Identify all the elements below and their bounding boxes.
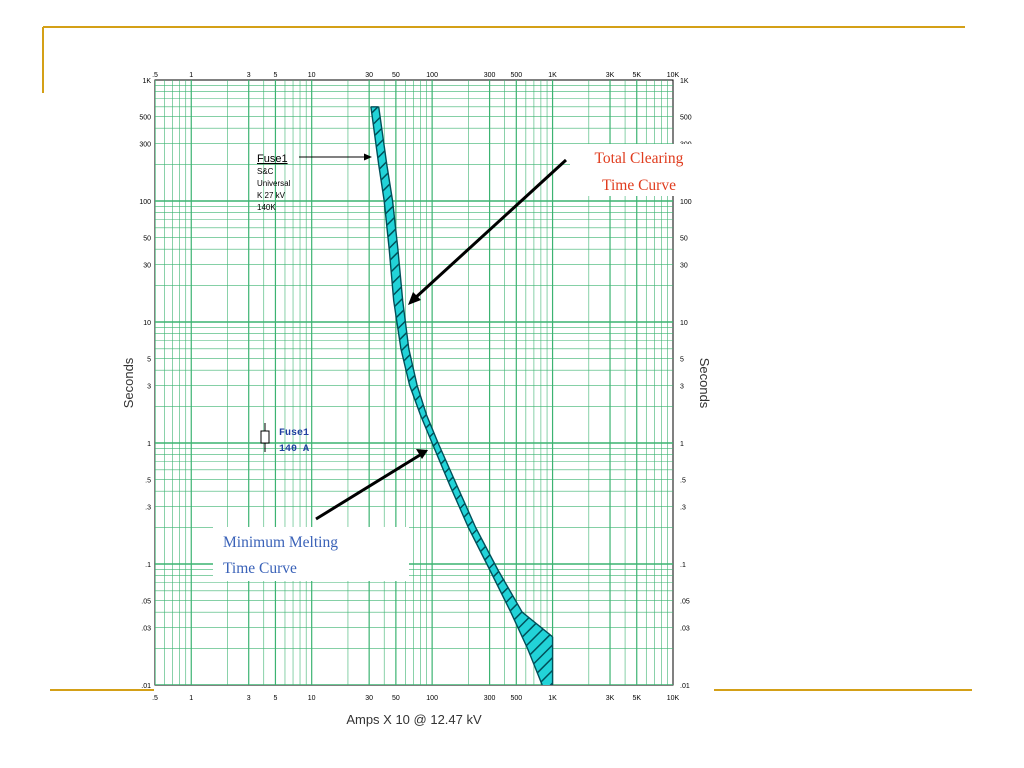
x-tick-label-bottom: 500 [510, 695, 522, 702]
x-tick-label-top: 5 [273, 72, 277, 79]
callout-min-bg [213, 527, 409, 581]
fuse-tag-line: 140K [257, 203, 276, 212]
fuse-tag: Fuse1 S&C Universal K 27 kV 140K [257, 153, 372, 212]
fuse-tag-line: Universal [257, 179, 291, 188]
x-tick-label-bottom: 30 [365, 695, 373, 702]
fuse-legend: Fuse1 140 A [260, 423, 309, 455]
x-tick-label-top: 1 [189, 72, 193, 79]
y-tick-label-right: .1 [680, 562, 686, 569]
callout-total-line1: Total Clearing [595, 150, 684, 167]
fuse-tag-line: K 27 kV [257, 191, 286, 200]
x-tick-label-bottom: 300 [484, 695, 496, 702]
y-tick-label-left: .3 [145, 504, 151, 511]
x-tick-label-top: 500 [510, 72, 522, 79]
y-tick-label-right: 500 [680, 114, 692, 121]
callout-total-bg [570, 144, 708, 196]
y-tick-label-left: 5 [147, 356, 151, 363]
y-axis-title-right: Seconds [697, 358, 712, 409]
y-tick-label-left: 3 [147, 383, 151, 390]
y-tick-label-right: .03 [680, 625, 690, 632]
fuse-legend-name: Fuse1 [279, 428, 309, 439]
y-tick-label-left: 10 [143, 320, 151, 327]
slide-decoration [42, 26, 972, 691]
x-tick-label-bottom: 1 [189, 695, 193, 702]
fuse-symbol-icon [260, 423, 270, 452]
fuse-tag-arrowhead [364, 153, 372, 161]
callout-total-line2: Time Curve [602, 177, 676, 194]
callout-total-arrowhead [408, 292, 421, 305]
fuse-tag-name: Fuse1 [257, 153, 288, 165]
x-tick-label-top: 50 [392, 72, 400, 79]
x-tick-label-bottom: .5 [152, 695, 158, 702]
x-tick-label-top: .5 [152, 72, 158, 79]
callout-min-line2: Time Curve [223, 560, 297, 577]
x-tick-label-bottom: 5 [273, 695, 277, 702]
x-tick-label-bottom: 3K [606, 695, 615, 702]
y-tick-label-right: 5 [680, 356, 684, 363]
x-tick-label-top: 3 [247, 72, 251, 79]
y-tick-label-left: 100 [139, 199, 151, 206]
x-tick-label-bottom: 50 [392, 695, 400, 702]
y-tick-label-right: .3 [680, 504, 686, 511]
x-tick-label-bottom: 100 [426, 695, 438, 702]
y-tick-label-left: 30 [143, 262, 151, 269]
x-tick-label-bottom: 10K [667, 695, 680, 702]
y-tick-label-right: .05 [680, 598, 690, 605]
y-tick-label-right: .01 [680, 683, 690, 690]
x-axis-title: Amps X 10 @ 12.47 kV [346, 712, 482, 727]
callout-min-arrow-line [315, 453, 421, 521]
x-tick-label-top: 5K [632, 72, 641, 79]
callout-min-arrowhead [416, 449, 428, 459]
y-tick-label-right: 3 [680, 383, 684, 390]
y-tick-label-right: 100 [680, 199, 692, 206]
min-melting-curve [370, 106, 543, 685]
y-tick-label-left: .5 [145, 477, 151, 484]
fuse-tag-line: S&C [257, 167, 274, 176]
y-tick-label-left: 50 [143, 235, 151, 242]
callout-total-arrow-line [412, 158, 568, 301]
x-tick-label-bottom: 1K [548, 695, 557, 702]
x-tick-label-top: 30 [365, 72, 373, 79]
x-tick-label-bottom: 3 [247, 695, 251, 702]
y-axis-title-left: Seconds [121, 357, 136, 408]
y-tick-label-left: 500 [139, 114, 151, 121]
callout-min-melting: Minimum Melting Time Curve [213, 449, 428, 581]
y-tick-label-right: 30 [680, 262, 688, 269]
fuse-legend-rating: 140 A [279, 444, 309, 455]
x-tick-label-top: 10K [667, 72, 680, 79]
y-tick-label-right: .5 [680, 477, 686, 484]
y-tick-label-right: 1 [680, 441, 684, 448]
fuse-band [370, 106, 554, 685]
y-tick-label-left: .05 [141, 598, 151, 605]
y-tick-label-left: 1 [147, 441, 151, 448]
total-clearing-curve [378, 106, 554, 638]
y-tick-label-right: 50 [680, 235, 688, 242]
callout-min-line1: Minimum Melting [223, 534, 338, 551]
x-tick-label-top: 1K [548, 72, 557, 79]
x-tick-label-top: 300 [484, 72, 496, 79]
y-tick-label-left: .1 [145, 562, 151, 569]
x-tick-label-bottom: 5K [632, 695, 641, 702]
tick-labels: .5 .5 1 1 3 3 5 5 10 10 30 30 50 50 100 100 300 300 500 500… [139, 72, 691, 702]
y-tick-label-right: 10 [680, 320, 688, 327]
x-tick-label-bottom: 10 [308, 695, 316, 702]
x-tick-label-top: 3K [606, 72, 615, 79]
y-tick-label-left: 1K [142, 78, 151, 85]
x-tick-label-top: 100 [426, 72, 438, 79]
y-tick-label-left: .01 [141, 683, 151, 690]
callout-total-clearing: Total Clearing Time Curve [408, 144, 708, 305]
tcc-chart: .5 .5 1 1 3 3 5 5 10 10 30 30 50 50 100 100 300 300 500 500… [121, 72, 712, 727]
grid [155, 80, 673, 685]
fuse-band-fill [370, 106, 553, 685]
y-tick-label-left: .03 [141, 625, 151, 632]
y-tick-label-right: 1K [680, 78, 689, 85]
x-tick-label-top: 10 [308, 72, 316, 79]
y-tick-label-left: 300 [139, 141, 151, 148]
